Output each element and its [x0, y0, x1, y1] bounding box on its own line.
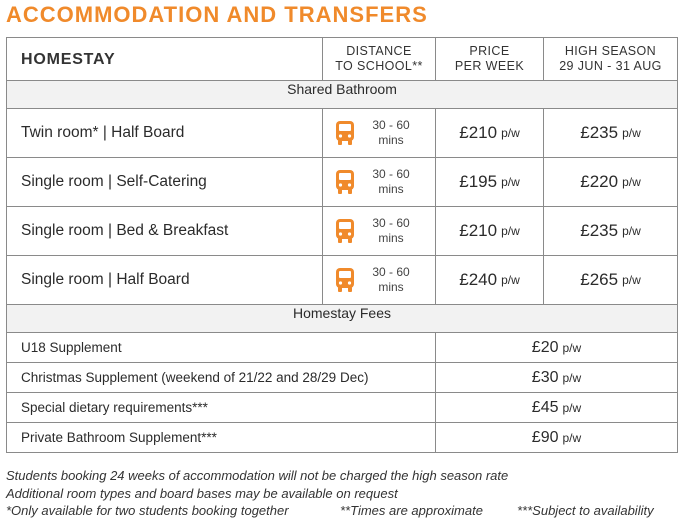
distance-cell: 30 - 60 mins	[323, 207, 436, 255]
distance-bottom: mins	[378, 280, 404, 294]
distance-top: 30 - 60	[372, 216, 410, 230]
fee-unit: p/w	[562, 340, 582, 355]
room-name: Twin room* | Half Board	[6, 109, 323, 157]
price-cell: £210 p/w	[436, 109, 544, 157]
table-row: Single room | Bed & Breakfast 30 - 60 min…	[6, 207, 678, 256]
fee-price: £45	[531, 398, 559, 416]
high-season-cell: £235 p/w	[544, 207, 678, 255]
note-availability: ***Subject to availability	[517, 503, 654, 518]
distance-bottom: mins	[378, 182, 404, 196]
distance-top: 30 - 60	[372, 167, 410, 181]
table-row: Twin room* | Half Board 30 - 60 mins £210…	[6, 109, 678, 158]
header-price-line2: PER WEEK	[454, 59, 525, 73]
fee-row: Private Bathroom Supplement*** £90 p/w	[6, 423, 678, 453]
high-season-cell: £220 p/w	[544, 158, 678, 206]
price-unit: p/w	[501, 126, 520, 140]
fee-price-cell: £20 p/w	[436, 333, 678, 362]
footnotes: Students booking 24 weeks of accommodati…	[6, 467, 654, 520]
price-unit: p/w	[501, 273, 520, 287]
distance-cell: 30 - 60 mins	[323, 158, 436, 206]
note-conditions: *Only available for two students booking…	[6, 502, 654, 520]
distance-top: 30 - 60	[372, 118, 410, 132]
accommodation-table: HOMESTAY DISTANCE TO SCHOOL** PRICE PER WE…	[6, 37, 678, 453]
section-shared-bathroom: Shared Bathroom	[6, 81, 678, 109]
price-cell: £195 p/w	[436, 158, 544, 206]
distance-top: 30 - 60	[372, 265, 410, 279]
fee-name: Christmas Supplement (weekend of 21/22 a…	[6, 363, 436, 392]
fee-price-cell: £30 p/w	[436, 363, 678, 392]
fee-unit: p/w	[562, 400, 582, 415]
bus-icon	[336, 219, 354, 243]
note-room-types: Additional room types and board bases ma…	[6, 485, 398, 501]
fee-price-cell: £45 p/w	[436, 393, 678, 422]
header-distance: DISTANCE TO SCHOOL**	[323, 38, 436, 80]
price-unit: p/w	[622, 224, 641, 238]
fee-name: Private Bathroom Supplement***	[6, 423, 436, 452]
header-distance-line2: TO SCHOOL**	[335, 59, 423, 73]
fee-unit: p/w	[562, 370, 582, 385]
price-unit: p/w	[501, 175, 520, 189]
page-title: ACCOMMODATION AND TRANSFERS	[6, 2, 428, 27]
fee-name: U18 Supplement	[6, 333, 436, 362]
table-row: Single room | Self-Catering 30 - 60 mins …	[6, 158, 678, 207]
high-season-value: £235	[580, 221, 619, 240]
table-row: Single room | Half Board 30 - 60 mins £24…	[6, 256, 678, 305]
bus-icon	[336, 170, 354, 194]
price-unit: p/w	[622, 175, 641, 189]
header-price-line1: PRICE	[469, 44, 510, 58]
header-homestay: HOMESTAY	[6, 38, 323, 80]
fee-name: Special dietary requirements***	[6, 393, 436, 422]
room-name: Single room | Self-Catering	[6, 158, 323, 206]
note-two-students: *Only available for two students booking…	[6, 503, 289, 518]
note-high-season: Students booking 24 weeks of accommodati…	[6, 468, 509, 483]
bus-icon	[336, 268, 354, 292]
price-cell: £210 p/w	[436, 207, 544, 255]
price-value: £210	[459, 221, 498, 240]
fee-row: Special dietary requirements*** £45 p/w	[6, 393, 678, 423]
price-cell: £240 p/w	[436, 256, 544, 304]
bus-icon	[336, 121, 354, 145]
high-season-value: £235	[580, 123, 619, 142]
header-high-line2: 29 JUN - 31 AUG	[559, 59, 662, 73]
section-homestay-fees: Homestay Fees	[6, 305, 678, 333]
price-unit: p/w	[622, 126, 641, 140]
header-distance-line1: DISTANCE	[346, 44, 412, 58]
high-season-cell: £235 p/w	[544, 109, 678, 157]
price-value: £210	[459, 123, 498, 142]
price-value: £195	[459, 172, 498, 191]
fee-row: Christmas Supplement (weekend of 21/22 a…	[6, 363, 678, 393]
fee-price: £30	[531, 368, 559, 386]
fee-row: U18 Supplement £20 p/w	[6, 333, 678, 363]
high-season-cell: £265 p/w	[544, 256, 678, 304]
distance-bottom: mins	[378, 231, 404, 245]
fee-price-cell: £90 p/w	[436, 423, 678, 452]
distance-cell: 30 - 60 mins	[323, 256, 436, 304]
header-high-season: HIGH SEASON 29 JUN - 31 AUG	[544, 38, 678, 80]
price-value: £240	[459, 270, 498, 289]
header-price: PRICE PER WEEK	[436, 38, 544, 80]
high-season-value: £265	[580, 270, 619, 289]
distance-bottom: mins	[378, 133, 404, 147]
header-high-line1: HIGH SEASON	[564, 44, 657, 58]
section-label: Homestay Fees	[292, 305, 392, 321]
fee-price: £20	[531, 338, 559, 356]
price-unit: p/w	[501, 224, 520, 238]
fee-unit: p/w	[562, 430, 582, 445]
room-name: Single room | Half Board	[6, 256, 323, 304]
high-season-value: £220	[580, 172, 619, 191]
section-label: Shared Bathroom	[287, 81, 397, 97]
room-name: Single room | Bed & Breakfast	[6, 207, 323, 255]
distance-cell: 30 - 60 mins	[323, 109, 436, 157]
fee-price: £90	[531, 428, 559, 446]
note-times: **Times are approximate	[340, 503, 483, 518]
price-unit: p/w	[622, 273, 641, 287]
table-header: HOMESTAY DISTANCE TO SCHOOL** PRICE PER WE…	[6, 37, 678, 81]
